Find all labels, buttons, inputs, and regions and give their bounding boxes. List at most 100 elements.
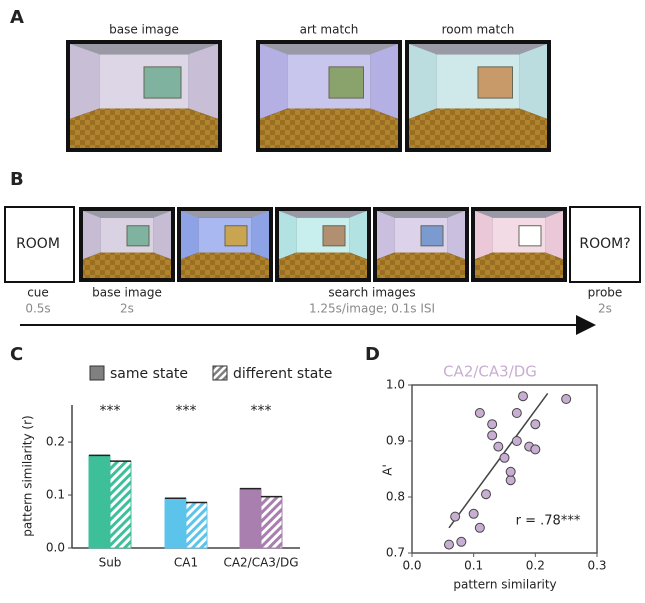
painting xyxy=(143,66,182,99)
room-image xyxy=(471,207,567,282)
point xyxy=(487,419,498,430)
legend-label: same state xyxy=(110,366,188,382)
y-axis-label: pattern similarity (r) xyxy=(21,415,35,536)
caption: base image xyxy=(109,23,179,37)
caption: room match xyxy=(442,23,515,37)
painting xyxy=(126,225,150,247)
x-tick-label: 0.0 xyxy=(402,559,421,573)
step-duration: 1.25s/image; 0.1s ISI xyxy=(309,302,435,316)
left-wall xyxy=(83,211,101,260)
right-wall xyxy=(545,211,563,260)
y-tick-label: 0.7 xyxy=(386,546,405,560)
ceiling xyxy=(279,211,367,218)
left-wall xyxy=(70,44,100,119)
step-name: probe xyxy=(588,286,623,300)
legend-label: different state xyxy=(233,366,332,382)
point xyxy=(530,444,541,455)
painting xyxy=(518,225,542,247)
left-wall xyxy=(260,44,288,119)
bar xyxy=(239,488,262,549)
right-wall xyxy=(370,44,398,119)
annotation: *** xyxy=(176,403,197,419)
point xyxy=(474,408,485,418)
left-wall xyxy=(279,211,297,260)
y-tick-label: 0.9 xyxy=(386,434,405,448)
annotation: *** xyxy=(251,403,272,419)
ceiling xyxy=(377,211,465,218)
bar xyxy=(88,454,111,549)
point xyxy=(474,522,485,533)
step-name: cue xyxy=(27,286,49,300)
painting xyxy=(224,225,248,247)
floor xyxy=(70,108,218,148)
point xyxy=(505,475,516,486)
painting xyxy=(328,66,364,99)
panel-label: A xyxy=(10,7,24,28)
floor xyxy=(409,108,547,148)
legend-swatch xyxy=(89,365,105,381)
step-duration: 2s xyxy=(598,302,612,316)
floor xyxy=(475,252,563,278)
step-duration: 0.5s xyxy=(25,302,50,316)
point xyxy=(444,539,454,550)
right-wall xyxy=(251,211,269,260)
fit-line xyxy=(448,392,549,529)
room-image xyxy=(79,207,175,282)
floor xyxy=(260,108,398,148)
bar xyxy=(185,501,208,549)
ceiling xyxy=(181,211,269,218)
room-image xyxy=(405,40,551,152)
x-axis-label: pattern similarity xyxy=(453,578,556,592)
room-image xyxy=(66,40,222,152)
x-tick-label: 0.3 xyxy=(587,559,606,573)
step-name: search images xyxy=(328,286,415,300)
x-tick-label: 0.1 xyxy=(464,559,483,573)
floor xyxy=(377,252,465,278)
point xyxy=(561,394,572,404)
floor xyxy=(83,252,171,278)
y-tick-label: 0.2 xyxy=(46,435,65,449)
annotation: *** xyxy=(100,403,121,419)
y-tick-label: 0.0 xyxy=(46,541,65,555)
painting xyxy=(477,66,513,99)
x-tick-label: 0.2 xyxy=(526,559,545,573)
point xyxy=(511,408,522,418)
plot-frame xyxy=(411,384,598,554)
point xyxy=(450,511,461,522)
point xyxy=(505,466,516,477)
floor xyxy=(279,252,367,278)
ceiling xyxy=(409,44,547,55)
room-image xyxy=(275,207,371,282)
caption: art match xyxy=(300,23,359,37)
ceiling xyxy=(70,44,218,55)
room-image xyxy=(256,40,402,152)
left-wall xyxy=(475,211,493,260)
painting xyxy=(322,225,346,247)
left-wall xyxy=(181,211,199,260)
x-tick-label: CA2/CA3/DG xyxy=(223,556,298,570)
painting xyxy=(420,225,444,247)
x-tick-label: Sub xyxy=(99,556,122,570)
right-wall xyxy=(188,44,218,119)
probe-text: ROOM? xyxy=(579,236,630,252)
y-tick-label: 1.0 xyxy=(386,378,405,392)
panel-label: C xyxy=(10,344,23,365)
probe-box xyxy=(569,206,641,283)
point xyxy=(518,391,528,402)
step-duration: 2s xyxy=(120,302,134,316)
x-tick-label: CA1 xyxy=(174,556,198,570)
bar xyxy=(260,496,283,549)
ceiling xyxy=(475,211,563,218)
panel-label: B xyxy=(10,169,24,190)
left-wall xyxy=(409,44,437,119)
left-wall xyxy=(377,211,395,260)
point xyxy=(468,508,479,519)
point xyxy=(456,536,467,547)
room-image xyxy=(177,207,273,282)
point xyxy=(487,430,498,441)
step-name: base image xyxy=(92,286,162,300)
chart-title: CA2/CA3/DG xyxy=(443,363,537,381)
cue-text: ROOM xyxy=(16,236,60,252)
right-wall xyxy=(519,44,547,119)
